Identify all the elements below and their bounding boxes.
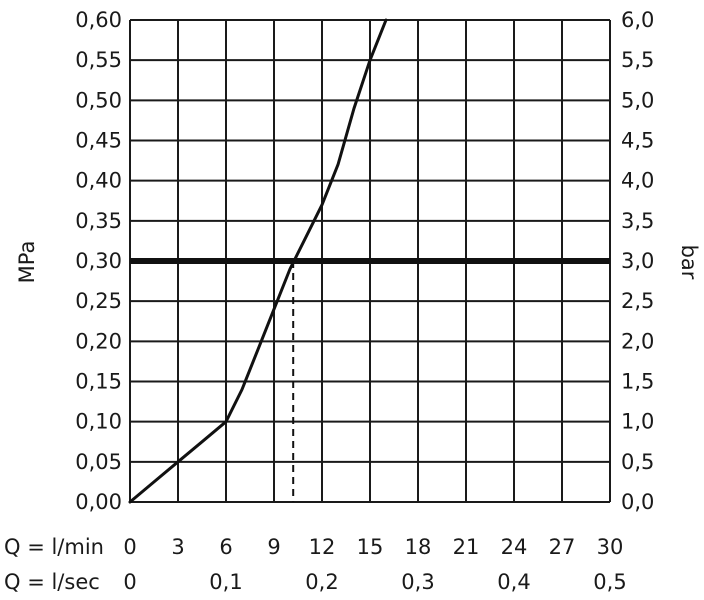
- y-left-tick-label: 0,55: [75, 48, 122, 72]
- y-left-tick-label: 0,20: [75, 329, 122, 353]
- y-left-tick-label: 0,25: [75, 289, 122, 313]
- y-right-tick-label: 3,0: [621, 249, 654, 273]
- x-primary-axis-title: Q = l/min: [4, 535, 104, 559]
- y-left-tick-label: 0,40: [75, 169, 122, 193]
- x-primary-tick-label: 15: [357, 535, 384, 559]
- tick-labels: 0,000,050,100,150,200,250,300,350,400,45…: [75, 8, 654, 594]
- y-right-tick-label: 1,0: [621, 410, 654, 434]
- y-right-tick-label: 2,5: [621, 289, 654, 313]
- y-right-tick-label: 2,0: [621, 329, 654, 353]
- x-secondary-tick-label: 0: [123, 570, 136, 594]
- y-right-tick-label: 1,5: [621, 370, 654, 394]
- curve-group: [128, 18, 388, 504]
- y-left-tick-label: 0,15: [75, 370, 122, 394]
- y-left-tick-label: 0,00: [75, 490, 122, 514]
- y-left-tick-label: 0,50: [75, 88, 122, 112]
- x-primary-tick-label: 21: [453, 535, 480, 559]
- x-primary-tick-label: 27: [549, 535, 576, 559]
- y-right-tick-label: 3,5: [621, 209, 654, 233]
- x-primary-tick-label: 12: [309, 535, 336, 559]
- y-left-axis-title: MPa: [15, 241, 39, 284]
- y-right-tick-label: 5,0: [621, 88, 654, 112]
- y-left-tick-label: 0,10: [75, 410, 122, 434]
- x-secondary-tick-label: 0,5: [593, 570, 626, 594]
- x-primary-tick-label: 0: [123, 535, 136, 559]
- y-right-axis-title: bar: [677, 245, 701, 280]
- x-primary-tick-label: 3: [171, 535, 184, 559]
- y-right-tick-label: 0,5: [621, 450, 654, 474]
- x-secondary-tick-label: 0,4: [497, 570, 530, 594]
- x-primary-tick-label: 24: [501, 535, 528, 559]
- y-right-tick-label: 5,5: [621, 48, 654, 72]
- y-left-tick-label: 0,45: [75, 129, 122, 153]
- x-secondary-tick-label: 0,1: [209, 570, 242, 594]
- y-right-tick-label: 0,0: [621, 490, 654, 514]
- y-right-tick-label: 4,5: [621, 129, 654, 153]
- y-right-tick-label: 6,0: [621, 8, 654, 32]
- y-left-tick-label: 0,60: [75, 8, 122, 32]
- y-left-tick-label: 0,30: [75, 249, 122, 273]
- x-primary-tick-label: 9: [267, 535, 280, 559]
- y-left-tick-label: 0,05: [75, 450, 122, 474]
- x-secondary-tick-label: 0,2: [305, 570, 338, 594]
- x-secondary-tick-label: 0,3: [401, 570, 434, 594]
- series-line: [128, 18, 388, 504]
- x-primary-tick-label: 6: [219, 535, 232, 559]
- x-primary-tick-label: 18: [405, 535, 432, 559]
- y-left-tick-label: 0,35: [75, 209, 122, 233]
- y-right-tick-label: 4,0: [621, 169, 654, 193]
- reference-line-group: [130, 258, 610, 502]
- x-primary-tick-label: 30: [597, 535, 624, 559]
- x-secondary-axis-title: Q = l/sec: [4, 570, 100, 594]
